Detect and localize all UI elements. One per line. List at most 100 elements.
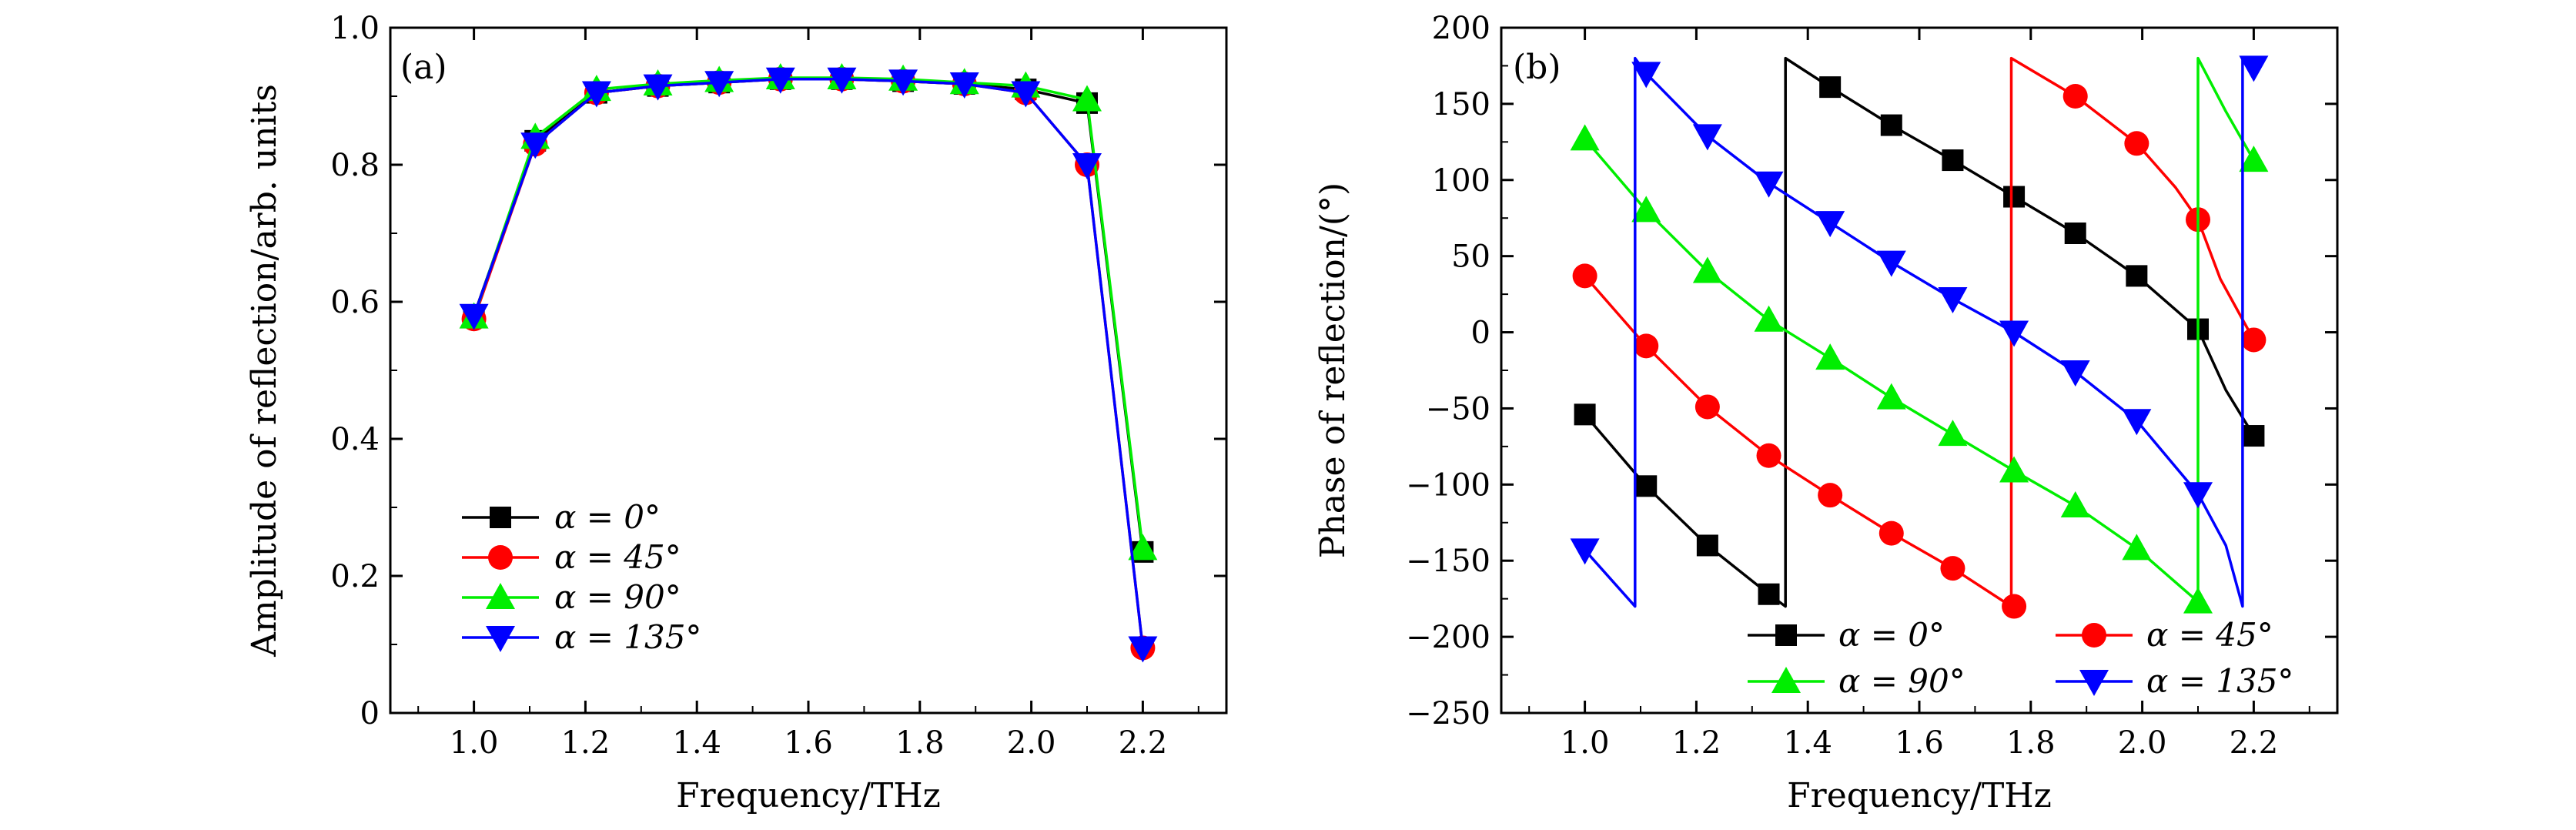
data-point-s1-8 bbox=[2062, 84, 2088, 109]
legend-label-2: α = 90° bbox=[1838, 662, 1965, 700]
data-point-s3-0 bbox=[1570, 538, 1600, 565]
data-point-s3-5 bbox=[1876, 250, 1906, 277]
data-point-s3-6 bbox=[827, 67, 857, 94]
y-tick-label: 50 bbox=[1451, 239, 1490, 275]
plot-frame bbox=[1500, 26, 2339, 715]
series-line-0 bbox=[472, 78, 1145, 553]
data-point-s2-10 bbox=[1072, 85, 1102, 112]
data-point-s1-1 bbox=[1634, 333, 1659, 359]
data-point-s1-6 bbox=[1940, 556, 1965, 581]
data-point-s1-9 bbox=[2124, 131, 2149, 156]
data-point-s1-4 bbox=[1818, 483, 1843, 508]
x-tick-label: 2.2 bbox=[2230, 725, 2279, 761]
legend-marker-2 bbox=[486, 583, 515, 609]
data-point-s3-2 bbox=[1692, 124, 1722, 151]
legend-label-0: α = 0° bbox=[1838, 616, 1945, 654]
plot-frame bbox=[389, 26, 1228, 715]
data-point-s3-9 bbox=[1011, 81, 1041, 108]
panel-amplitude: 1.0 1.2 1.4 1.6 1.8 2.0 2.2 0 0.2 0.4 0.6 0.8 1.0 Fre… bbox=[245, 11, 1228, 815]
data-point-s3-2 bbox=[581, 81, 611, 108]
y-tick-label: 0.4 bbox=[330, 422, 380, 457]
legend-marker-3 bbox=[2079, 670, 2109, 696]
data-point-s0-0 bbox=[1574, 403, 1596, 426]
panel-phase: 1.0 1.2 1.4 1.6 1.8 2.0 2.2 −250 −200 −150 −100 −50… bbox=[1313, 11, 2339, 815]
y-tick-label: −100 bbox=[1406, 467, 1490, 503]
data-point-s3-10 bbox=[2183, 482, 2213, 509]
data-point-s3-7 bbox=[1999, 320, 2029, 347]
x-tick-label: 1.6 bbox=[1895, 725, 1944, 761]
data-point-s2-7 bbox=[1999, 456, 2029, 483]
data-point-s3-6 bbox=[1938, 287, 1968, 314]
data-point-s3-1 bbox=[520, 132, 550, 159]
data-point-s0-8 bbox=[2064, 223, 2086, 244]
data-point-s1-5 bbox=[1878, 520, 1904, 546]
data-point-s2-11 bbox=[2239, 146, 2269, 172]
data-point-s2-0 bbox=[1570, 124, 1600, 151]
data-point-s2-11 bbox=[1128, 534, 1158, 561]
y-tick-label: 0.6 bbox=[330, 285, 380, 320]
legend: α = 0°α = 45°α = 90°α = 135° bbox=[462, 498, 701, 656]
data-point-s0-3 bbox=[1758, 583, 1780, 605]
data-point-s1-7 bbox=[2002, 594, 2027, 619]
data-point-s2-6 bbox=[1938, 420, 1968, 447]
data-point-s1-3 bbox=[1756, 443, 1781, 468]
data-point-s1-0 bbox=[1572, 263, 1597, 289]
data-point-s3-11 bbox=[2239, 55, 2269, 82]
y-tick-label: 0 bbox=[360, 696, 380, 731]
y-tick-label: 1.0 bbox=[330, 11, 380, 46]
data-point-s2-5 bbox=[1876, 383, 1906, 410]
x-tick-label: 1.0 bbox=[450, 725, 499, 761]
legend-marker-2 bbox=[1771, 667, 1801, 693]
data-point-s2-4 bbox=[1815, 343, 1845, 370]
data-point-s2-9 bbox=[2122, 534, 2152, 561]
legend-marker-1 bbox=[2082, 623, 2106, 648]
data-point-s3-0 bbox=[459, 303, 489, 330]
x-tick-label: 1.8 bbox=[895, 725, 945, 761]
data-point-s0-6 bbox=[1942, 149, 1964, 172]
data-point-s3-7 bbox=[888, 69, 918, 96]
legend-label-1: α = 45° bbox=[554, 538, 681, 576]
data-point-s2-10 bbox=[2183, 587, 2213, 614]
data-point-s0-5 bbox=[1880, 114, 1902, 136]
data-point-s0-2 bbox=[1696, 534, 1718, 557]
y-axis-label: Amplitude of reflection/arb. units bbox=[245, 84, 284, 658]
series-line-3 bbox=[472, 78, 1145, 648]
data-point-s3-4 bbox=[704, 71, 734, 98]
y-tick-label: −200 bbox=[1406, 620, 1490, 655]
data-point-s0-11 bbox=[2243, 425, 2265, 447]
x-axis-label: Frequency/THz bbox=[676, 776, 941, 815]
legend-marker-3 bbox=[486, 626, 515, 652]
series-line-2 bbox=[472, 76, 1145, 549]
y-tick-label: −250 bbox=[1406, 696, 1490, 731]
data-point-s0-1 bbox=[1635, 475, 1658, 497]
panel-label: (a) bbox=[400, 48, 447, 87]
y-tick-label: 0.8 bbox=[330, 148, 380, 183]
series-line-0 bbox=[1584, 56, 2255, 608]
y-tick-label: 100 bbox=[1432, 163, 1490, 199]
data-point-s3-8 bbox=[949, 72, 979, 99]
x-tick-label: 2.2 bbox=[1119, 725, 1168, 761]
data-point-s3-8 bbox=[2060, 360, 2090, 387]
x-tick-label: 1.4 bbox=[672, 725, 721, 761]
data-point-s3-3 bbox=[1754, 171, 1784, 198]
x-tick-label: 2.0 bbox=[2118, 725, 2167, 761]
legend-marker-0 bbox=[1775, 624, 1797, 646]
data-point-s3-9 bbox=[2122, 409, 2152, 436]
y-tick-label: −150 bbox=[1406, 544, 1490, 579]
legend: α = 0°α = 45°α = 90°α = 135° bbox=[1748, 616, 2293, 700]
y-tick-label: 200 bbox=[1432, 11, 1490, 46]
data-point-s3-4 bbox=[1815, 211, 1845, 238]
data-point-s0-4 bbox=[1819, 76, 1842, 99]
data-point-s3-11 bbox=[1128, 636, 1158, 663]
x-tick-label: 1.4 bbox=[1783, 725, 1832, 761]
legend-label-3: α = 135° bbox=[2146, 662, 2293, 700]
data-point-s0-7 bbox=[2003, 186, 2026, 208]
x-axis-label: Frequency/THz bbox=[1787, 776, 2052, 815]
x-tick-label: 1.6 bbox=[784, 725, 833, 761]
data-point-s1-11 bbox=[2241, 327, 2267, 353]
data-point-s3-3 bbox=[643, 74, 673, 101]
data-point-s1-2 bbox=[1694, 394, 1720, 420]
data-point-s0-9 bbox=[2126, 265, 2148, 287]
